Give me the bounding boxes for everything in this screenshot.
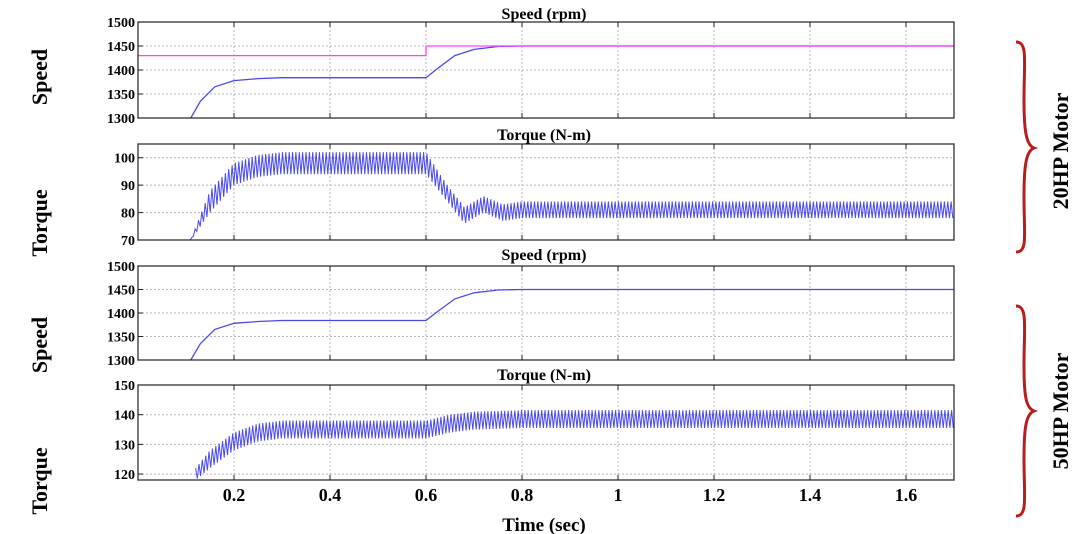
series-line-1 bbox=[138, 152, 954, 240]
y-tick-label: 1400 bbox=[107, 307, 135, 322]
y-tick-label: 120 bbox=[114, 468, 135, 483]
y-tick-label: 150 bbox=[114, 379, 135, 394]
brace-20hp bbox=[1015, 40, 1039, 254]
x-tick-label: 1.2 bbox=[703, 485, 726, 505]
plot-frame bbox=[137, 384, 955, 481]
x-tick-label: 1.4 bbox=[799, 485, 822, 505]
plot-area bbox=[138, 144, 954, 240]
y-tick-label: 90 bbox=[121, 179, 135, 194]
y-tick-label: 1500 bbox=[107, 16, 135, 31]
series-line-2 bbox=[138, 45, 954, 57]
x-tick-label: 1.6 bbox=[895, 485, 918, 505]
y-tick-label: 100 bbox=[114, 152, 135, 167]
series-line-1 bbox=[195, 410, 954, 479]
group-label-50hp: 50HP Motor bbox=[1048, 352, 1073, 470]
chart-title: Torque (N-m) bbox=[497, 367, 591, 384]
x-tick-label: 1 bbox=[614, 485, 623, 505]
row-label-speed-50hp: Speed bbox=[27, 316, 52, 374]
y-tick-label: 1350 bbox=[107, 88, 135, 103]
chart-title: Torque (N-m) bbox=[497, 127, 591, 144]
chart-panel-2: 70 80 90 100 Torque (N-m) bbox=[114, 127, 955, 249]
y-tick-label: 1450 bbox=[107, 284, 135, 299]
chart-title: Speed (rpm) bbox=[502, 6, 587, 23]
y-tick-label: 130 bbox=[114, 438, 135, 453]
y-tick-label: 1300 bbox=[107, 354, 135, 369]
x-tick-label: 0.4 bbox=[319, 485, 342, 505]
y-tick-label: 1500 bbox=[107, 260, 135, 275]
plot-frame bbox=[137, 143, 955, 241]
y-tick-label: 1350 bbox=[107, 331, 135, 346]
y-tick-label: 140 bbox=[114, 409, 135, 424]
x-tick-label: 0.8 bbox=[511, 485, 534, 505]
x-tick-label: 0.2 bbox=[223, 485, 246, 505]
y-tick-label: 80 bbox=[121, 207, 135, 222]
chart-title: Speed (rpm) bbox=[502, 247, 587, 264]
group-label-20hp: 20HP Motor bbox=[1048, 92, 1073, 210]
brace-50hp bbox=[1015, 304, 1039, 518]
series-line-1 bbox=[190, 288, 954, 360]
y-tick-label: 1450 bbox=[107, 40, 135, 55]
chart-panel-4: 120 130 140 150 Torque (N-m) bbox=[114, 367, 955, 483]
row-label-torque-50hp: Torque bbox=[27, 447, 52, 515]
x-tick-label: 0.6 bbox=[415, 485, 438, 505]
y-tick-label: 1400 bbox=[107, 64, 135, 79]
row-label-torque-20hp: Torque bbox=[27, 189, 52, 257]
row-label-speed-20hp: Speed bbox=[27, 48, 52, 106]
y-tick-label: 1300 bbox=[107, 112, 135, 127]
chart-panel-3: 1300 1350 1400 1450 1500 Speed (rpm) bbox=[107, 247, 955, 369]
chart-panel-1: 1300 1350 1400 1450 1500 Speed (rpm) bbox=[107, 6, 955, 127]
y-tick-label: 70 bbox=[121, 234, 135, 249]
x-axis-label: Time (sec) bbox=[502, 515, 586, 534]
